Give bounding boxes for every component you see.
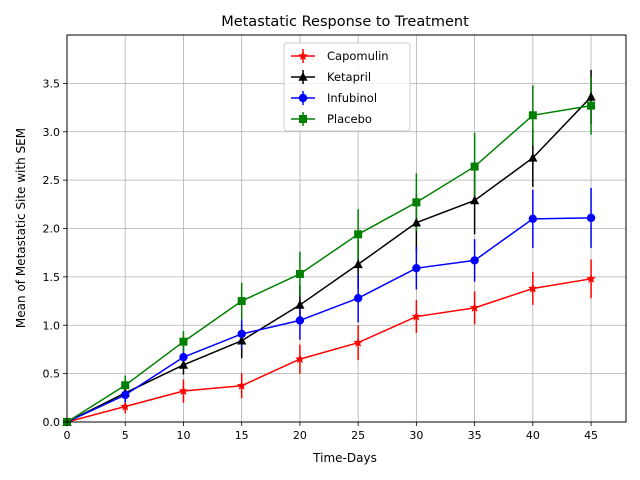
data-point-infubinol bbox=[586, 213, 596, 223]
legend-label-placebo: Placebo bbox=[327, 112, 372, 126]
legend-label-capomulin: Capomulin bbox=[327, 49, 389, 63]
data-point-infubinol bbox=[121, 390, 130, 400]
data-point-ketapril bbox=[586, 91, 596, 101]
data-point-ketapril bbox=[178, 359, 189, 369]
x-tick-label: 15 bbox=[235, 429, 249, 442]
data-point-capomulin bbox=[353, 337, 363, 347]
data-point-ketapril bbox=[353, 259, 363, 269]
data-point-capomulin bbox=[528, 283, 538, 293]
data-point-placebo bbox=[587, 101, 596, 110]
data-point-capomulin bbox=[295, 354, 305, 364]
legend-marker-infubinol bbox=[298, 93, 308, 103]
x-axis-label: Time-Days bbox=[312, 451, 377, 465]
y-tick-label: 1.0 bbox=[43, 319, 61, 332]
chart-title: Metastatic Response to Treatment bbox=[221, 14, 469, 30]
data-point-infubinol bbox=[295, 316, 305, 325]
data-point-infubinol bbox=[528, 214, 538, 224]
data-point-placebo bbox=[354, 230, 363, 239]
data-point-capomulin bbox=[586, 273, 596, 283]
data-point-placebo bbox=[179, 337, 188, 346]
data-point-capomulin bbox=[120, 401, 130, 411]
data-point-capomulin bbox=[178, 386, 189, 396]
data-point-placebo bbox=[237, 297, 246, 306]
y-tick-label: 0.0 bbox=[43, 416, 61, 429]
data-point-capomulin bbox=[411, 311, 422, 321]
data-point-infubinol bbox=[412, 263, 421, 273]
data-point-placebo bbox=[470, 162, 479, 171]
legend-marker-capomulin bbox=[298, 51, 308, 61]
data-point-ketapril bbox=[470, 195, 480, 205]
legend: Capomulin Ketapril Infubinol Placebo bbox=[283, 42, 411, 132]
data-point-placebo bbox=[412, 198, 421, 207]
data-point-ketapril bbox=[411, 217, 421, 227]
x-tick-label: 10 bbox=[176, 429, 190, 442]
data-point-ketapril bbox=[295, 299, 305, 309]
x-axis-ticks: 0 5 10 15 20 25 30 35 40 45 bbox=[64, 422, 598, 442]
series-line-placebo bbox=[66, 104, 592, 423]
data-point-infubinol bbox=[179, 352, 188, 362]
y-tick-label: 0.5 bbox=[43, 368, 61, 381]
y-tick-label: 2.0 bbox=[43, 223, 61, 236]
y-axis-label: Mean of Metastatic Site with SEM bbox=[14, 128, 28, 328]
legend-label-infubinol: Infubinol bbox=[327, 91, 377, 105]
data-point-placebo bbox=[528, 111, 537, 120]
y-tick-label: 1.5 bbox=[43, 271, 61, 284]
data-point-infubinol bbox=[470, 256, 479, 265]
data-point-infubinol bbox=[237, 329, 246, 339]
x-tick-label: 25 bbox=[351, 429, 365, 442]
y-tick-label: 3.0 bbox=[43, 126, 61, 139]
data-point-ketapril bbox=[237, 335, 247, 345]
x-tick-label: 30 bbox=[409, 429, 423, 442]
x-tick-label: 40 bbox=[526, 429, 540, 442]
x-tick-label: 35 bbox=[468, 429, 482, 442]
y-tick-label: 3.5 bbox=[43, 77, 61, 90]
legend-box bbox=[283, 42, 411, 132]
series-line-ketapril bbox=[66, 96, 592, 423]
x-tick-label: 45 bbox=[584, 429, 598, 442]
series-lines bbox=[66, 96, 592, 423]
y-tick-label: 2.5 bbox=[43, 174, 61, 187]
data-point-infubinol bbox=[353, 293, 363, 303]
legend-marker-placebo bbox=[299, 115, 307, 123]
legend-marker-ketapril bbox=[298, 72, 308, 81]
data-point-placebo bbox=[121, 381, 130, 390]
data-point-capomulin bbox=[236, 380, 247, 390]
data-point-placebo bbox=[295, 269, 304, 278]
data-point-capomulin bbox=[469, 302, 480, 312]
data-point-ketapril bbox=[528, 152, 538, 162]
legend-label-ketapril: Ketapril bbox=[327, 70, 371, 84]
series-line-infubinol bbox=[66, 217, 592, 423]
x-tick-label: 5 bbox=[122, 429, 129, 442]
x-tick-label: 20 bbox=[293, 429, 307, 442]
series-line-capomulin bbox=[66, 278, 592, 423]
y-axis-ticks: 0.0 0.5 1.0 1.5 2.0 2.5 3.0 3.5 bbox=[43, 77, 67, 429]
x-tick-label: 0 bbox=[64, 429, 71, 442]
